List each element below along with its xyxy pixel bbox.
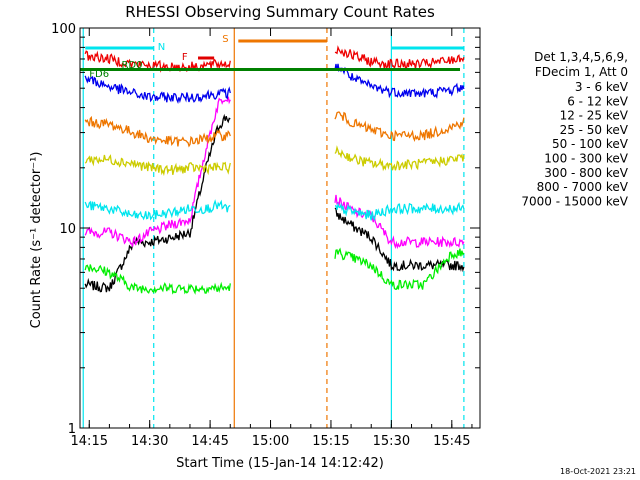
- chart-title: RHESSI Observing Summary Count Rates: [125, 3, 435, 21]
- night-flag-label: N: [158, 42, 165, 53]
- x-tick-label: 14:30: [131, 434, 168, 449]
- series-12-25-kev-line: [84, 247, 465, 295]
- legend-entry-300-800-kev: 300 - 800 keV: [544, 166, 628, 180]
- x-tick-label: 15:45: [433, 434, 470, 449]
- legend-header-line-1: Det 1,3,4,5,6,9,: [534, 50, 628, 64]
- fdecim-flag-label: FD6: [89, 69, 109, 80]
- x-axis-label: Start Time (15-Jan-14 14:12:42): [176, 456, 384, 471]
- legend-entry-50-100-kev: 50 - 100 keV: [552, 137, 629, 151]
- saa-flag-label: S: [222, 34, 228, 45]
- timestamp-stamp: 18-Oct-2021 23:21: [560, 467, 636, 476]
- series-25-50-kev-line: [84, 199, 465, 222]
- legend-entry-7000-15000-kev: 7000 - 15000 keV: [521, 194, 628, 208]
- y-tick-label: 1: [68, 422, 76, 437]
- legend: Det 1,3,4,5,6,9, FDecim 1, Att 0 3 - 6 k…: [521, 50, 628, 208]
- x-tick-label: 14:45: [191, 434, 228, 449]
- legend-header-line-2: FDecim 1, Att 0: [535, 65, 628, 79]
- y-axis: 1 10 100: [51, 22, 480, 437]
- y-tick-label: 10: [59, 222, 76, 237]
- y-tick-label: 100: [51, 22, 76, 37]
- decimation-flag-label: RD0: [121, 60, 142, 71]
- legend-entry-3-6-kev: 3 - 6 keV: [575, 80, 629, 94]
- x-axis: 14:15 14:30 14:45 15:00 15:15 15:30 15:45: [71, 28, 473, 449]
- plot-area: N S F RD0 FD6: [80, 28, 465, 428]
- legend-entry-25-50-kev: 25 - 50 keV: [560, 123, 629, 137]
- series-50-100-kev-line: [84, 145, 465, 177]
- series-800-7000-kev-line: [84, 45, 465, 73]
- x-tick-label: 15:15: [312, 434, 349, 449]
- legend-entry-12-25-kev: 12 - 25 keV: [560, 109, 629, 123]
- x-tick-label: 14:15: [71, 434, 108, 449]
- legend-entry-800-7000-kev: 800 - 7000 keV: [537, 180, 629, 194]
- x-tick-label: 15:30: [373, 434, 410, 449]
- x-tick-label: 15:00: [252, 434, 289, 449]
- flare-flag-label: F: [182, 52, 188, 63]
- legend-entry-100-300-kev: 100 - 300 keV: [544, 152, 628, 166]
- legend-entry-6-12-kev: 6 - 12 keV: [567, 94, 629, 108]
- series-100-300-kev-line: [84, 111, 465, 148]
- y-axis-label: Count Rate (s⁻¹ detector⁻¹): [29, 152, 44, 329]
- series-300-800-kev-line: [84, 63, 465, 105]
